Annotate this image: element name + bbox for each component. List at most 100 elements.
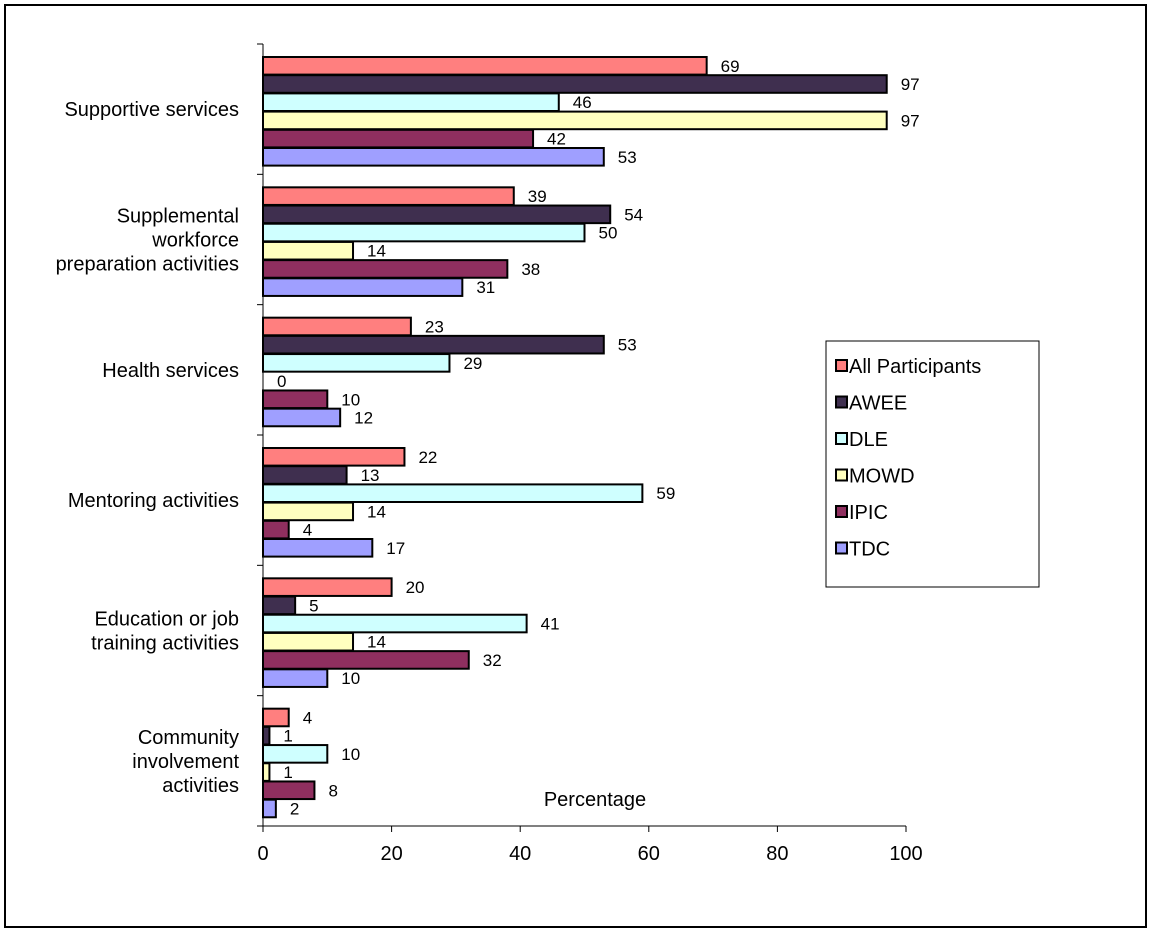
x-tick-label: 40 bbox=[509, 843, 531, 865]
data-label: 23 bbox=[425, 317, 444, 336]
data-label: 69 bbox=[721, 57, 740, 76]
legend-swatch bbox=[835, 468, 848, 482]
category-label: Supportive services bbox=[64, 99, 239, 121]
data-label: 10 bbox=[341, 745, 360, 764]
data-label: 1 bbox=[283, 763, 292, 782]
bar-all-participants-5 bbox=[262, 577, 393, 597]
bar-mowd-5 bbox=[262, 631, 355, 652]
bar-awee-5 bbox=[262, 595, 297, 616]
data-label: 39 bbox=[528, 187, 547, 206]
data-label: 32 bbox=[483, 651, 502, 670]
data-label: 4 bbox=[303, 521, 312, 540]
legend-swatch bbox=[835, 395, 848, 409]
category-label: Education or job bbox=[94, 609, 239, 631]
data-label: 2 bbox=[290, 799, 299, 818]
data-label: 54 bbox=[624, 205, 643, 224]
x-axis-title: Percentage bbox=[544, 789, 646, 811]
data-label: 20 bbox=[406, 578, 425, 597]
bar-dle-4 bbox=[262, 483, 644, 503]
data-label: 0 bbox=[277, 372, 286, 391]
legend-label: IPIC bbox=[849, 502, 888, 524]
legend-box bbox=[825, 340, 1040, 588]
bar-dle-1 bbox=[262, 92, 560, 113]
bar-all-participants-2 bbox=[262, 186, 515, 206]
bar-awee-6 bbox=[262, 725, 271, 746]
legend-label: DLE bbox=[849, 429, 888, 451]
legend-swatch bbox=[835, 541, 848, 555]
x-tick-label: 0 bbox=[257, 843, 268, 865]
bar-mowd-4 bbox=[262, 501, 355, 522]
data-label: 1 bbox=[283, 727, 292, 746]
bar-mowd-2 bbox=[262, 240, 355, 261]
bar-dle-6 bbox=[262, 744, 329, 764]
bar-ipic-2 bbox=[262, 259, 509, 279]
bar-tdc-6 bbox=[262, 798, 277, 819]
category-label: Mentoring activities bbox=[68, 490, 239, 512]
data-label: 14 bbox=[367, 633, 386, 652]
legend-swatch bbox=[835, 359, 848, 372]
data-label: 10 bbox=[341, 390, 360, 409]
data-label: 17 bbox=[386, 539, 405, 558]
bar-tdc-4 bbox=[262, 538, 374, 558]
bar-dle-3 bbox=[262, 353, 451, 373]
legend: All Participants AWEE DLE MOWD IPIC TDC bbox=[825, 340, 1040, 588]
x-tick-label: 20 bbox=[380, 843, 402, 865]
data-label: 5 bbox=[309, 596, 318, 615]
x-tick-label: 100 bbox=[889, 843, 922, 865]
bar-ipic-4 bbox=[262, 519, 290, 540]
legend-label: All Participants bbox=[849, 356, 981, 378]
legend-label: AWEE bbox=[849, 393, 907, 415]
bar-awee-3 bbox=[262, 334, 605, 355]
bar-awee-1 bbox=[262, 74, 888, 94]
data-label: 53 bbox=[618, 336, 637, 355]
legend-swatch bbox=[835, 505, 848, 518]
axes-layer: 0 20 40 60 80 100 bbox=[257, 43, 923, 865]
bar-tdc-1 bbox=[262, 147, 605, 167]
data-label: 10 bbox=[341, 669, 360, 688]
bar-all-participants-1 bbox=[262, 56, 708, 76]
category-label: activities bbox=[162, 775, 239, 797]
bars-layer bbox=[262, 56, 888, 819]
legend-swatch bbox=[835, 432, 848, 445]
category-label: Supplemental bbox=[117, 206, 239, 228]
data-label: 41 bbox=[541, 615, 560, 634]
bar-tdc-3 bbox=[262, 407, 342, 428]
bar-mowd-6 bbox=[262, 762, 271, 782]
category-label: workforce bbox=[151, 230, 239, 252]
legend-label: TDC bbox=[849, 539, 890, 561]
category-label: training activities bbox=[91, 633, 239, 655]
bar-all-participants-4 bbox=[262, 447, 406, 467]
bar-dle-5 bbox=[262, 613, 528, 634]
data-label: 50 bbox=[599, 224, 618, 243]
category-label: preparation activities bbox=[56, 254, 239, 276]
bar-all-participants-6 bbox=[262, 707, 290, 728]
bar-ipic-1 bbox=[262, 128, 535, 149]
data-label: 22 bbox=[418, 448, 437, 467]
data-label: 4 bbox=[303, 708, 312, 727]
x-tick-label: 80 bbox=[766, 843, 788, 865]
data-label: 14 bbox=[367, 502, 386, 521]
bar-mowd-1 bbox=[262, 110, 888, 131]
data-label: 59 bbox=[656, 484, 675, 503]
data-label: 53 bbox=[618, 148, 637, 167]
bar-dle-2 bbox=[262, 222, 586, 243]
bar-all-participants-3 bbox=[262, 316, 412, 337]
data-label: 14 bbox=[367, 242, 386, 261]
bar-tdc-2 bbox=[262, 277, 464, 297]
data-label: 31 bbox=[476, 278, 495, 297]
bar-ipic-5 bbox=[262, 650, 470, 670]
bar-awee-2 bbox=[262, 204, 612, 225]
bar-awee-4 bbox=[262, 465, 348, 485]
data-label: 29 bbox=[463, 354, 482, 373]
bar-tdc-5 bbox=[262, 668, 329, 688]
category-label: Community bbox=[138, 727, 239, 749]
bar-ipic-3 bbox=[262, 389, 329, 410]
data-label: 8 bbox=[328, 781, 337, 800]
legend-label: MOWD bbox=[849, 466, 915, 488]
data-label: 42 bbox=[547, 130, 566, 149]
data-label: 97 bbox=[901, 75, 920, 94]
data-label: 97 bbox=[901, 111, 920, 130]
data-label: 13 bbox=[361, 466, 380, 485]
category-label: Health services bbox=[102, 360, 239, 382]
